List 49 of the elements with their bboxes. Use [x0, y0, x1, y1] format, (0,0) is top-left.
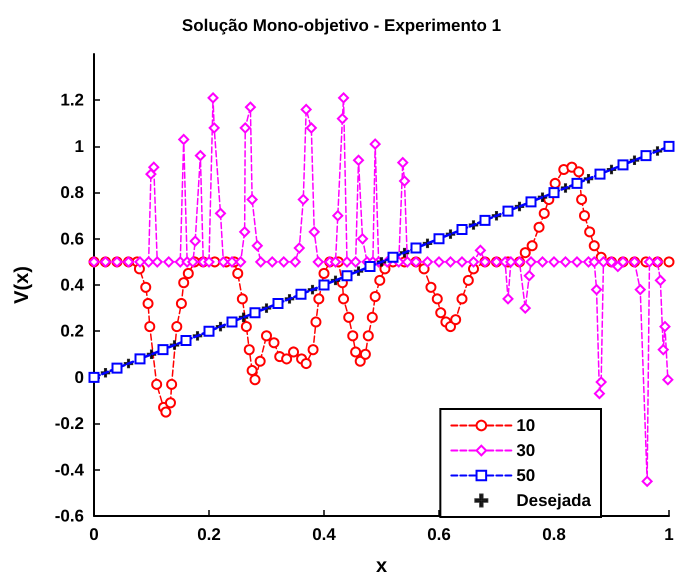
- point: [502, 206, 514, 217]
- point: [226, 316, 238, 328]
- point: [318, 280, 330, 290]
- point: [112, 362, 122, 374]
- y-tick-label: 0.2: [60, 322, 84, 341]
- y-tick-label: 1: [74, 136, 84, 156]
- x-tick-label: 1: [664, 525, 674, 544]
- x-tick-label: 0.2: [197, 525, 221, 544]
- y-tick-label: -0.4: [54, 460, 85, 480]
- y-tick-label: -0.6: [54, 506, 84, 526]
- point: [640, 150, 652, 162]
- point: [158, 344, 168, 356]
- x-tick-label: 0: [89, 525, 99, 544]
- x-axis-title: x: [376, 555, 388, 577]
- x-tick-label: 0.8: [542, 525, 566, 544]
- y-tick-label: -0.2: [54, 414, 84, 434]
- legend-label: Desejada: [516, 491, 592, 510]
- y-tick-label: 1.2: [60, 90, 84, 110]
- point: [664, 140, 674, 152]
- point: [180, 334, 192, 346]
- point: [272, 298, 284, 309]
- x-tick-label: 0.6: [427, 525, 451, 544]
- y-tick-label: 0.4: [60, 276, 85, 294]
- point: [388, 252, 398, 263]
- point: [618, 159, 628, 170]
- legend-label: 30: [516, 441, 536, 460]
- point: [88, 372, 100, 383]
- legend-label: 50: [516, 466, 536, 485]
- x-tick-label: 0.4: [312, 525, 336, 544]
- point: [134, 353, 146, 364]
- point: [250, 307, 260, 318]
- legend-label: 10: [516, 416, 536, 435]
- chart-title: Solução Mono-objetivo - Experimento 1: [182, 16, 502, 35]
- y-tick-label: 0.8: [60, 183, 84, 202]
- point: [548, 187, 560, 198]
- point: [594, 168, 606, 180]
- point: [480, 214, 490, 226]
- point: [456, 224, 468, 236]
- point: [342, 270, 352, 282]
- point: [526, 196, 536, 208]
- y-tick-label: 0.6: [60, 229, 84, 248]
- y-axis-title: V(x): [11, 266, 33, 304]
- point: [296, 288, 306, 300]
- y-tick-label: 0: [74, 368, 84, 387]
- point: [204, 326, 214, 337]
- point: [434, 233, 444, 244]
- point: [572, 178, 582, 189]
- point: [410, 242, 422, 254]
- point: [364, 261, 376, 272]
